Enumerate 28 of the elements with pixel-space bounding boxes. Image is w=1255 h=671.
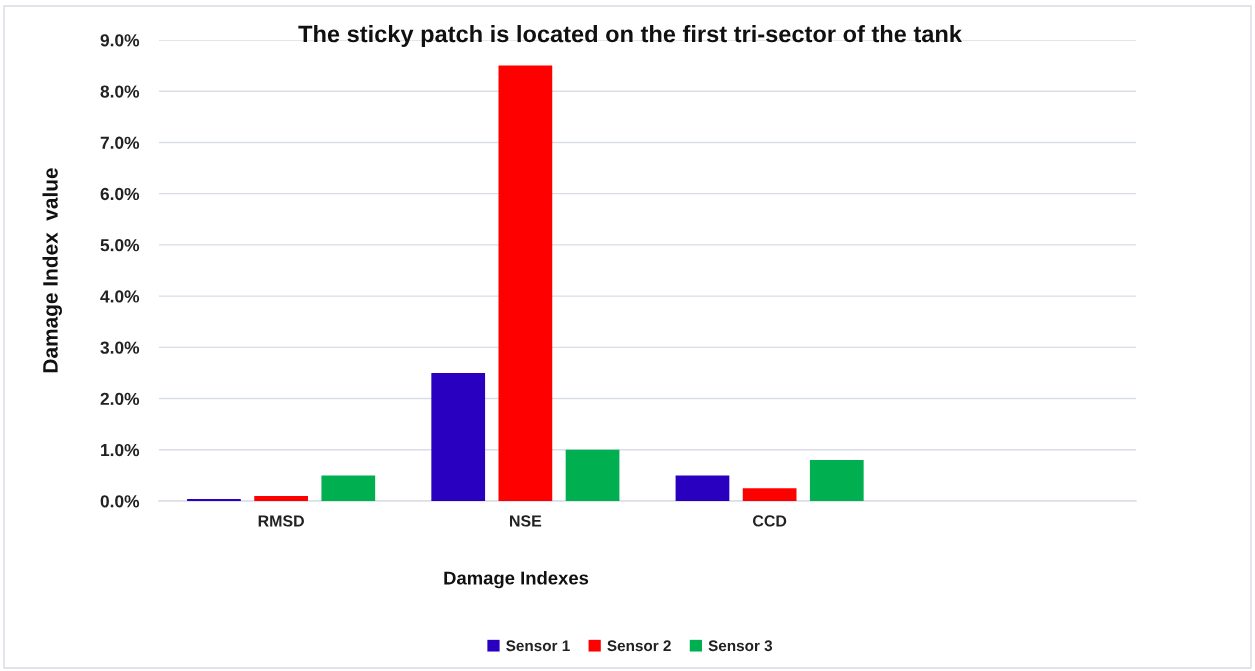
- legend-label: Sensor 3: [708, 640, 773, 652]
- bar: [431, 372, 486, 501]
- y-tick-label: 9.0%: [100, 34, 140, 47]
- bar: [809, 460, 864, 501]
- y-tick-label: 7.0%: [100, 136, 140, 149]
- y-tick-label: 4.0%: [100, 290, 140, 303]
- x-axis-title: Damage Indexes: [444, 571, 589, 589]
- y-tick-label: 0.0%: [100, 495, 140, 508]
- y-tick-label: 5.0%: [100, 239, 140, 252]
- legend-label: Sensor 2: [607, 640, 671, 652]
- x-tick-label: CCD: [752, 515, 787, 527]
- y-tick-label: 1.0%: [101, 443, 140, 457]
- legend-label: Sensor 1: [506, 640, 570, 652]
- bar: [498, 65, 553, 501]
- y-axis-title: Damage Index value: [42, 168, 62, 373]
- x-tick-label: NSE: [510, 515, 542, 527]
- bar: [565, 449, 620, 501]
- y-tick-label: 8.0%: [100, 85, 140, 98]
- y-tick-label: 3.0%: [100, 341, 140, 354]
- bar: [321, 475, 376, 501]
- chart-title: The sticky patch is located on the first tri-sector of the tank: [298, 25, 962, 47]
- x-tick-label: RMSD: [258, 515, 304, 527]
- bar: [187, 498, 241, 501]
- y-tick-label: 2.0%: [100, 392, 140, 406]
- bar: [742, 488, 797, 501]
- bar: [675, 475, 730, 501]
- bar: [254, 495, 308, 501]
- y-tick-label: 6.0%: [100, 187, 140, 201]
